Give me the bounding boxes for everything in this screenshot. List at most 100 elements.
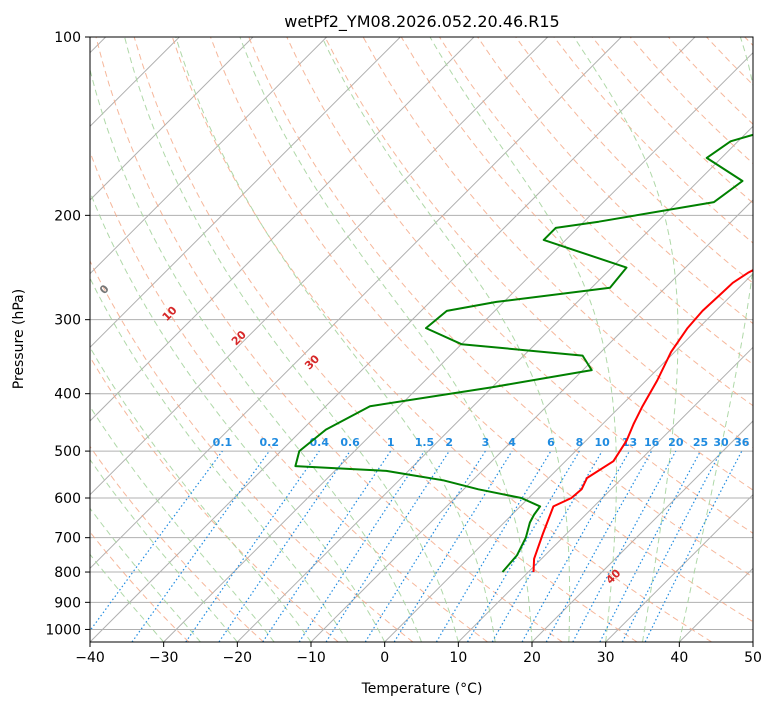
x-tick-label: 0 [380, 650, 389, 666]
moist-adiabat-line [429, 37, 617, 642]
x-axis-label: Temperature (°C) [361, 681, 483, 697]
mixing-ratio-label: 36 [734, 436, 750, 449]
y-tick-label: 100 [54, 30, 81, 46]
isotherm-line [90, 37, 328, 275]
moist-adiabat-line [90, 405, 275, 642]
mixing-ratio-label: 10 [594, 436, 610, 449]
x-tick-label: 50 [744, 650, 762, 666]
dry-adiabat-line [90, 259, 414, 642]
isotherm-line [457, 346, 753, 642]
isotherm-line [90, 37, 401, 349]
moist-adiabat-line [175, 37, 496, 642]
mixing-ratio-label: 16 [644, 436, 660, 449]
x-tick-label: 40 [670, 650, 688, 666]
y-tick-label: 500 [54, 444, 81, 460]
mixing-ratio-label: 0.6 [340, 436, 360, 449]
moist-adiabat-line [90, 458, 238, 642]
dry-adiabat-line [515, 37, 753, 284]
y-tick-label: 400 [54, 387, 81, 403]
mixing-ratio-label: 8 [576, 436, 584, 449]
y-tick-label: 1000 [45, 622, 81, 638]
x-tick-label: 20 [523, 650, 541, 666]
mixing-ratio-line [131, 450, 270, 642]
isotherm-line [163, 51, 753, 642]
isotherm-line [90, 37, 254, 201]
mixing-ratio-label: 4 [508, 436, 516, 449]
x-tick-label: −20 [223, 650, 253, 666]
mixing-ratio-label: 3 [482, 436, 490, 449]
dewpoint-profile-line [294, 133, 753, 573]
moist-adiabat-line [678, 37, 753, 642]
chart-title: wetPf2_YM08.2026.052.20.46.R15 [284, 12, 559, 32]
y-tick-label: 200 [54, 208, 81, 224]
moist-adiabat-line [90, 67, 422, 642]
isotherm-line [90, 37, 475, 422]
dry-adiabat-line [90, 445, 264, 642]
temperature-profile-line [532, 269, 753, 573]
mixing-ratio-label: 0.1 [213, 436, 233, 449]
mixing-ratio-line [644, 450, 743, 642]
moist-adiabat-line [90, 277, 349, 642]
y-axis: 100 200 300 400 500 600 700 800 900 1000 [45, 30, 90, 638]
y-tick-label: 600 [54, 491, 81, 507]
mixing-ratio-label: 1 [387, 436, 395, 449]
isotherm-line [90, 37, 622, 570]
x-tick-label: −10 [296, 650, 326, 666]
dry-adiabat-line [324, 37, 753, 491]
dry-adiabat-line [133, 37, 638, 642]
dry-adiabat-line [90, 356, 339, 642]
mixing-ratio-label: 13 [622, 436, 637, 449]
plot-frame [89, 36, 754, 643]
dry-adiabat-line [210, 37, 753, 623]
x-tick-label: 10 [449, 650, 467, 666]
y-tick-label: 800 [54, 565, 81, 581]
mixing-ratio-line [521, 450, 631, 642]
y-axis-label: Pressure (hPa) [11, 289, 27, 389]
dry-adiabat-line [171, 37, 712, 642]
mixing-ratio-label: 25 [693, 436, 708, 449]
dry-adiabat-line [286, 37, 753, 534]
x-tick-label: −40 [75, 650, 105, 666]
isotherm-line [90, 37, 549, 496]
isotherm-line [384, 272, 753, 642]
mixing-ratio-line [545, 450, 653, 642]
moist-adiabat-line [90, 553, 165, 642]
background-labels: 0.10.20.40.611.52346810131620253036-100-… [97, 282, 750, 587]
plot-area: 0.10.20.40.611.52346810131620253036-100-… [90, 37, 753, 642]
mixing-ratio-line [393, 450, 513, 642]
moist-adiabat-line [573, 37, 679, 642]
mixing-ratio-label: 20 [668, 436, 684, 449]
moist-adiabat-line [124, 37, 459, 642]
mixing-ratio-line [298, 450, 425, 642]
mixing-ratio-label: 0.4 [310, 436, 330, 449]
dry-adiabat-line [95, 37, 563, 642]
y-tick-label: 900 [54, 595, 81, 611]
series-lines [294, 133, 753, 573]
y-tick-label: 700 [54, 531, 81, 547]
y-tick-label: 300 [54, 313, 81, 329]
dry-adiabat-line [248, 37, 753, 578]
moist-adiabat-line [90, 346, 312, 642]
mixing-ratio-label: 1.5 [415, 436, 435, 449]
background-lines [90, 37, 753, 642]
moist-adiabat-line [90, 190, 386, 642]
mixing-ratio-line [185, 450, 320, 642]
mixing-ratio-label: 6 [547, 436, 555, 449]
x-tick-label: 30 [597, 650, 615, 666]
x-axis: −40 −30 −20 −10 0 10 20 30 40 50 [75, 642, 762, 666]
moist-adiabat-line [239, 37, 533, 642]
mixing-ratio-label: 30 [713, 436, 729, 449]
isotherm-line [605, 493, 753, 642]
mixing-ratio-label: 0.2 [260, 436, 280, 449]
isotherm-line [531, 420, 753, 642]
mixing-ratio-line [262, 450, 392, 642]
moist-adiabat-line [321, 37, 571, 642]
mixing-ratio-line [90, 450, 223, 632]
mixing-ratio-label: 2 [445, 436, 453, 449]
mixing-ratio-line [218, 450, 351, 642]
mixing-ratio-line [572, 450, 677, 642]
x-tick-label: −30 [149, 650, 179, 666]
moist-adiabat-line [90, 507, 201, 642]
